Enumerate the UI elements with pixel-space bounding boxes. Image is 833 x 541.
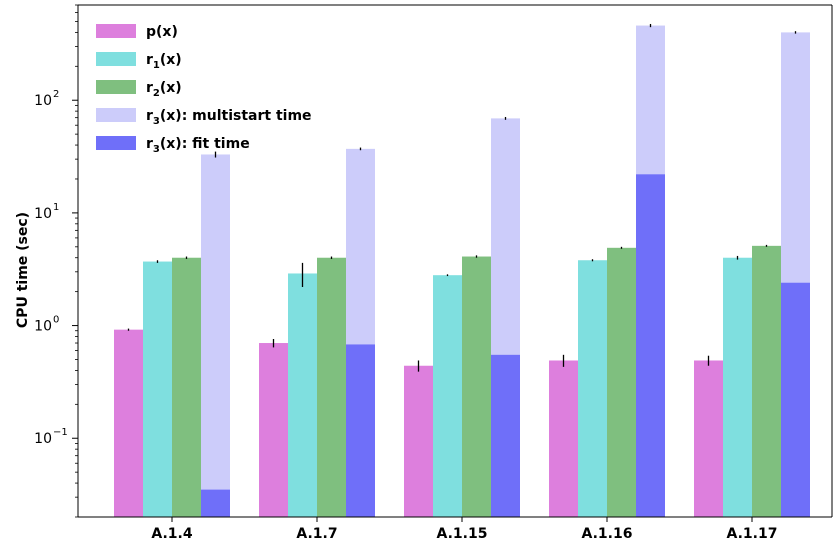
legend: p(x) r1(x) r2(x) r3(x): multistart time r3(x… <box>96 24 312 155</box>
bar-series-0-A-1-17 <box>694 360 723 517</box>
y-axis-title: CPU time (sec) <box>15 212 31 328</box>
legend-swatch-2 <box>96 80 136 94</box>
bar-series-0-A-1-7 <box>259 343 288 517</box>
bar-series-1-A-1-15 <box>433 275 462 517</box>
x-tick-label: A.1.7 <box>296 526 337 541</box>
legend-label-3: r3(x): multistart time <box>146 108 312 127</box>
y-tick-label: 10 <box>34 319 52 335</box>
legend-swatch-3 <box>96 108 136 122</box>
x-tick-label: A.1.16 <box>582 526 633 541</box>
x-tick-label: A.1.15 <box>437 526 488 541</box>
bar-series-0-A-1-15 <box>404 365 433 517</box>
y-tick-exponent: −1 <box>53 427 68 438</box>
bar-series-2-A-1-15 <box>462 256 491 517</box>
bars-group <box>114 23 810 518</box>
bar-series-2-A-1-17 <box>752 245 781 517</box>
bar-series-4-A-1-7 <box>346 344 375 517</box>
y-tick-label: 10 <box>34 431 52 447</box>
legend-label-4: r3(x): fit time <box>146 136 250 155</box>
bar-series-1-A-1-16 <box>578 260 607 517</box>
x-tick-label: A.1.4 <box>151 526 192 541</box>
bar-series-0-A-1-16 <box>549 360 578 517</box>
bar-series-2-A-1-7 <box>317 257 346 517</box>
bar-series-1-A-1-7 <box>288 273 317 517</box>
y-tick-exponent: 0 <box>53 315 59 326</box>
legend-swatch-4 <box>96 136 136 150</box>
bar-series-1-A-1-4 <box>143 261 172 517</box>
bar-series-2-A-1-4 <box>172 257 201 517</box>
legend-swatch-0 <box>96 24 136 38</box>
legend-label-2: r2(x) <box>146 80 182 99</box>
legend-label-1: r1(x) <box>146 52 182 71</box>
bar-series-1-A-1-17 <box>723 257 752 517</box>
x-tick-label: A.1.17 <box>727 526 778 541</box>
bar-series-2-A-1-16 <box>607 247 636 517</box>
bar-series-4-A-1-16 <box>636 174 665 518</box>
bar-series-3-A-1-4 <box>201 154 230 517</box>
y-tick-exponent: 2 <box>53 89 59 100</box>
bar-series-0-A-1-4 <box>114 329 143 517</box>
y-tick-exponent: 1 <box>53 202 59 213</box>
y-tick-label: 10 <box>34 93 52 109</box>
bar-series-4-A-1-15 <box>491 354 520 517</box>
bar-series-4-A-1-17 <box>781 282 810 517</box>
y-tick-label: 10 <box>34 206 52 222</box>
bar-series-4-A-1-4 <box>201 489 230 517</box>
legend-swatch-1 <box>96 52 136 66</box>
legend-label-0: p(x) <box>146 24 178 40</box>
